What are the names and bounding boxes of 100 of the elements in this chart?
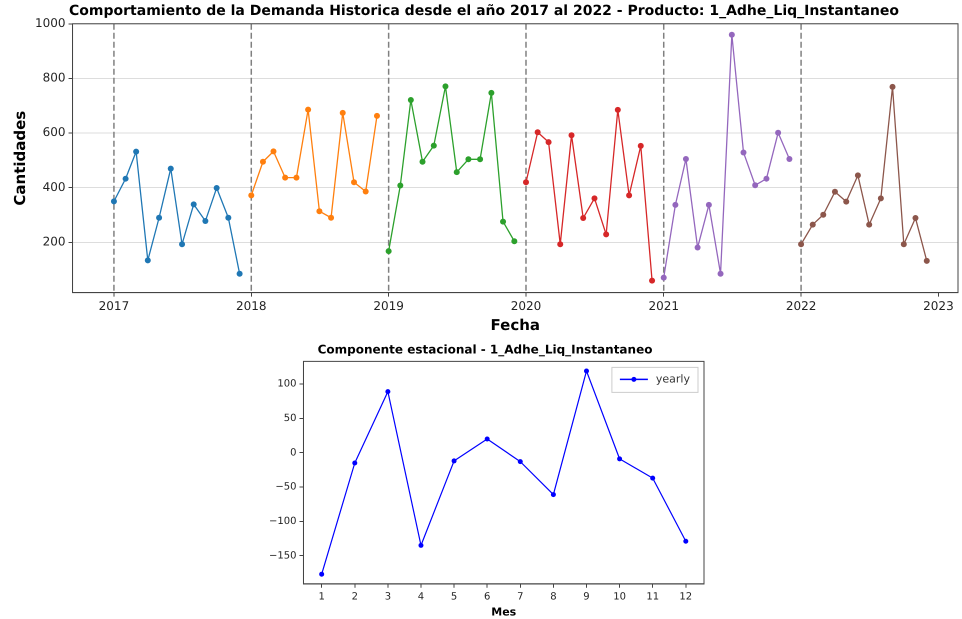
x-tick-label: 7 <box>517 591 524 602</box>
point <box>260 158 266 165</box>
point <box>728 32 735 38</box>
point <box>293 174 300 181</box>
point <box>430 142 437 149</box>
point <box>144 257 151 264</box>
point <box>452 458 457 464</box>
y-tick-label: −150 <box>268 550 296 562</box>
x-tick-label: 9 <box>583 591 590 602</box>
x-tick-label: 2019 <box>373 298 404 313</box>
point <box>843 198 850 205</box>
point <box>385 389 390 394</box>
point <box>397 182 404 189</box>
point <box>214 184 220 191</box>
point <box>752 182 758 188</box>
point <box>374 112 380 119</box>
point <box>706 202 712 208</box>
point <box>328 214 334 221</box>
point <box>775 130 782 136</box>
point <box>603 231 610 238</box>
y-tick-label: 200 <box>42 234 66 248</box>
point <box>236 270 243 277</box>
point <box>477 156 484 162</box>
point <box>282 174 288 181</box>
point <box>866 222 872 228</box>
chart-title: Comportamiento de la Demanda Historica desde el año 2017 al 2022 - Producto: 1_Adhe_Liq_Instantaneo <box>69 3 900 20</box>
point <box>810 222 816 228</box>
point <box>878 195 884 202</box>
point <box>518 459 523 464</box>
x-axis-title: Mes <box>491 605 517 618</box>
point <box>798 241 804 248</box>
y-tick-label: 600 <box>42 125 66 140</box>
x-tick-label: 2023 <box>923 298 954 313</box>
x-tick-label: 2 <box>352 591 358 602</box>
x-tick-label: 8 <box>550 591 557 602</box>
point <box>351 179 358 186</box>
point <box>319 572 324 577</box>
point <box>900 241 907 248</box>
point <box>832 188 838 195</box>
point <box>820 212 826 218</box>
point <box>580 215 586 222</box>
y-tick-label: 400 <box>42 180 66 194</box>
point <box>672 202 678 208</box>
point <box>465 156 472 162</box>
point <box>740 149 747 156</box>
y-tick-label: −50 <box>275 482 296 493</box>
point <box>168 166 174 172</box>
point <box>649 278 656 284</box>
x-tick-label: 2017 <box>98 298 130 313</box>
point <box>248 192 254 198</box>
point <box>718 270 724 277</box>
point <box>614 106 621 113</box>
point <box>316 208 322 214</box>
point <box>617 456 622 462</box>
point <box>362 188 369 195</box>
y-tick-label: −100 <box>268 516 296 527</box>
y-tick-label: 1000 <box>34 16 66 30</box>
point <box>225 214 232 221</box>
point <box>500 218 506 225</box>
point <box>694 244 701 251</box>
point <box>110 198 117 204</box>
point <box>190 201 197 208</box>
x-tick-label: 2021 <box>648 298 679 313</box>
point <box>408 97 414 104</box>
x-tick-label: 2018 <box>236 298 267 313</box>
chart-title: Componente estacional - 1_Adhe_Liq_Instantaneo <box>318 342 652 356</box>
point <box>924 258 930 264</box>
y-tick-label: 800 <box>42 70 66 85</box>
point <box>156 214 162 221</box>
point <box>786 156 792 162</box>
x-tick-label: 12 <box>679 591 692 602</box>
x-tick-label: 4 <box>418 591 424 602</box>
y-tick-label: 0 <box>290 447 296 458</box>
point <box>854 172 861 178</box>
point <box>591 195 598 202</box>
point <box>626 192 632 198</box>
y-tick-label: 50 <box>284 412 296 424</box>
point <box>418 542 424 548</box>
y-axis-title: Cantidades <box>10 110 29 206</box>
x-axis-title: Fecha <box>490 316 540 334</box>
point <box>122 176 129 182</box>
point <box>890 84 896 90</box>
point <box>511 238 518 244</box>
point <box>484 436 490 442</box>
point <box>638 142 644 149</box>
point <box>522 179 529 186</box>
point <box>912 215 918 222</box>
point <box>557 241 564 248</box>
point <box>454 169 460 176</box>
point <box>202 218 208 224</box>
point <box>682 156 689 162</box>
point <box>683 538 688 544</box>
point <box>584 368 589 374</box>
x-tick-label: 5 <box>450 591 458 602</box>
x-tick-label: 2020 <box>510 298 542 313</box>
point <box>568 132 575 138</box>
x-tick-label: 1 <box>318 591 325 602</box>
x-tick-label: 10 <box>613 591 626 602</box>
point <box>270 148 276 154</box>
point <box>340 110 346 116</box>
